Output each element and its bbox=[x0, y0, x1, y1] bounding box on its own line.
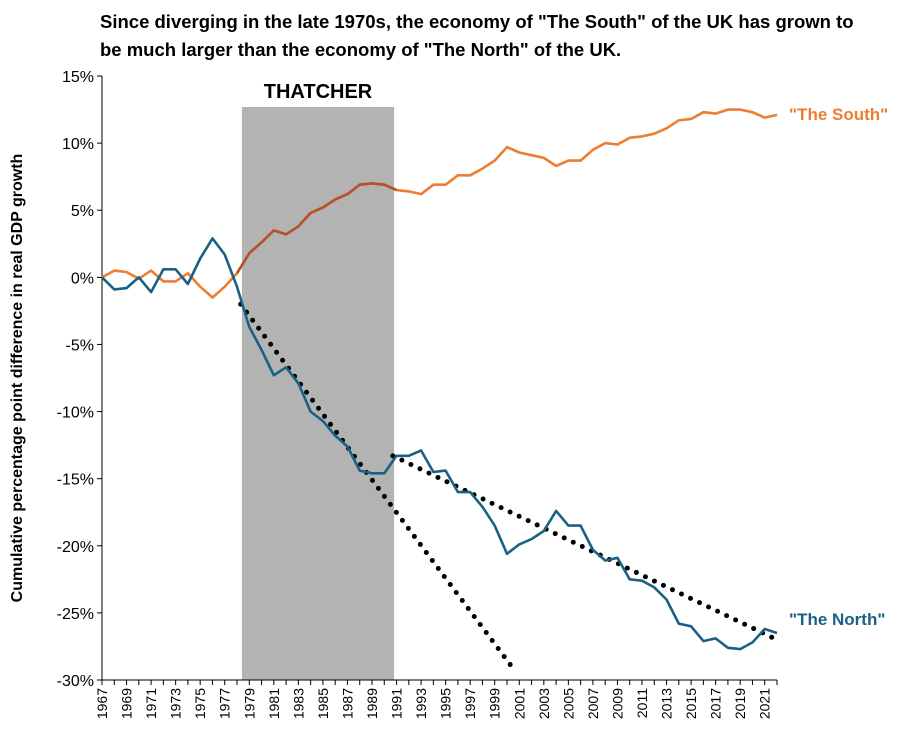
y-tick-label: -20% bbox=[57, 539, 94, 556]
x-tick-label: 1971 bbox=[143, 688, 159, 719]
y-tick-label: 0% bbox=[71, 270, 94, 287]
y-tick-label: -15% bbox=[57, 472, 94, 489]
x-tick-label: 1991 bbox=[389, 688, 405, 719]
x-tick-label: 2003 bbox=[536, 688, 552, 719]
x-tick-label: 1995 bbox=[438, 688, 454, 719]
x-tick-label: 2005 bbox=[560, 688, 576, 719]
x-tick-label: 1983 bbox=[290, 688, 306, 719]
y-tick-label: 10% bbox=[62, 136, 94, 153]
x-tick-label: 1975 bbox=[192, 688, 208, 719]
x-tick-label: 2011 bbox=[634, 688, 650, 718]
y-tick-label: -25% bbox=[57, 606, 94, 623]
x-tick-label: 1973 bbox=[168, 688, 184, 719]
x-tick-label: 1985 bbox=[315, 688, 331, 719]
x-tick-label: 2007 bbox=[585, 688, 601, 719]
x-tick-label: 1977 bbox=[217, 688, 233, 719]
series-line-north bbox=[101, 237, 778, 651]
y-tick-label: -10% bbox=[57, 405, 94, 422]
x-tick-label: 1987 bbox=[339, 688, 355, 719]
x-tick-label: 1999 bbox=[487, 688, 503, 719]
x-tick-label: 1993 bbox=[413, 688, 429, 719]
x-tick-label: 1979 bbox=[241, 688, 257, 719]
x-tick-label: 1969 bbox=[119, 688, 135, 719]
thatcher-band bbox=[241, 107, 395, 680]
trendline-2 bbox=[390, 453, 780, 643]
x-tick-label: 1967 bbox=[94, 688, 110, 719]
series-label-south: "The South" bbox=[789, 105, 888, 124]
x-tick-label: 1981 bbox=[266, 688, 282, 719]
chart-title: Since diverging in the late 1970s, the e… bbox=[100, 11, 854, 60]
y-tick-label: -5% bbox=[66, 337, 94, 354]
y-tick-label: 15% bbox=[62, 69, 94, 86]
x-tick-label: 2021 bbox=[757, 688, 773, 719]
series-label-north: "The North" bbox=[789, 610, 885, 629]
series-line-south-thatcher bbox=[235, 182, 398, 274]
x-tick-label: 1997 bbox=[462, 688, 478, 719]
y-tick-label: 5% bbox=[71, 203, 94, 220]
series-line-south bbox=[101, 108, 778, 299]
x-tick-label: 1989 bbox=[364, 688, 380, 719]
x-tick-label: 2017 bbox=[708, 688, 724, 719]
y-axis-label: Cumulative percentage point difference i… bbox=[9, 154, 26, 603]
x-tick-label: 2001 bbox=[511, 688, 527, 719]
y-tick-label: -30% bbox=[57, 673, 94, 690]
thatcher-band-label: THATCHER bbox=[264, 81, 373, 103]
x-tick-label: 2015 bbox=[683, 688, 699, 719]
x-tick-label: 2013 bbox=[659, 688, 675, 719]
x-tick-label: 2009 bbox=[609, 688, 625, 719]
x-tick-label: 2019 bbox=[732, 688, 748, 719]
